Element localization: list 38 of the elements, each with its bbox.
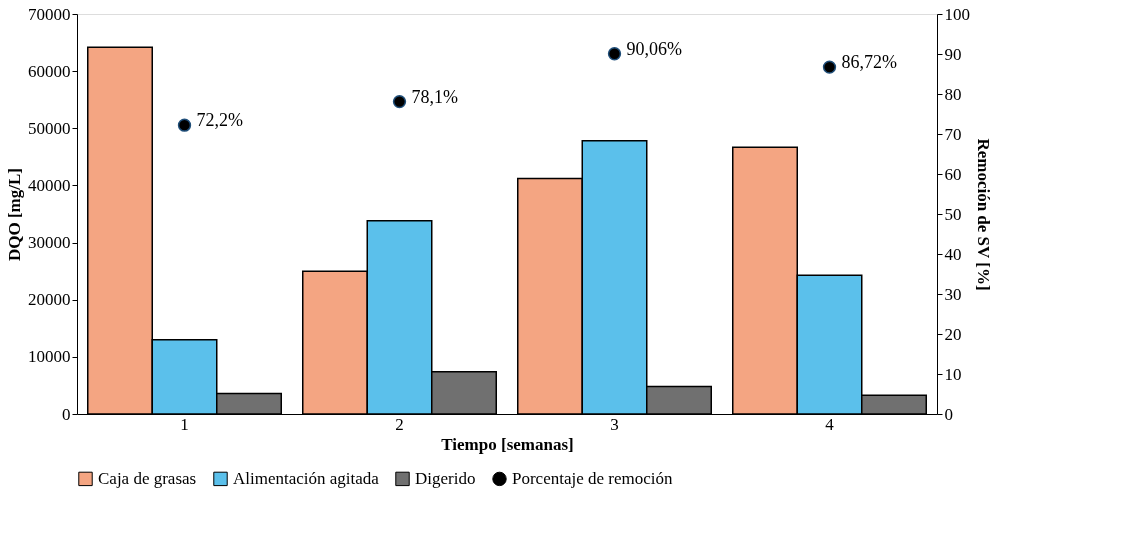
- point: [392, 94, 407, 109]
- y-tick-label: 50000: [28, 118, 71, 138]
- y-tick-label: 0: [62, 404, 71, 424]
- y2-tick-label: 40: [944, 244, 962, 264]
- data-label: 78,1%: [411, 86, 458, 107]
- y-tick-label: 70000: [28, 4, 71, 24]
- data-label: 72,2%: [196, 110, 243, 131]
- y2-tick-label: 30: [944, 284, 962, 304]
- legend-label: Porcentaje de remoción: [512, 468, 673, 488]
- data-label: 86,72%: [841, 52, 897, 73]
- y-tick-label: 60000: [28, 61, 71, 81]
- legend-label: Alimentación agitada: [233, 468, 380, 488]
- y-tick-label: 40000: [28, 175, 71, 195]
- y-tick-label: 10000: [28, 347, 71, 367]
- y-axis-title: DQO [mg/L]: [5, 167, 24, 262]
- y-tick-label: 20000: [28, 290, 71, 310]
- y2-axis-title: Remoción de SV [%]: [974, 138, 993, 291]
- point: [607, 47, 622, 61]
- point: [177, 118, 192, 132]
- x-tick-label: 2: [395, 414, 404, 434]
- y2-tick-label: 70: [944, 124, 962, 144]
- y2-tick-label: 90: [944, 44, 962, 64]
- point: [822, 60, 837, 74]
- x-axis-title: Tiempo [semanas]: [441, 434, 574, 454]
- y2-tick-label: 20: [944, 324, 962, 344]
- y2-tick-label: 10: [944, 364, 962, 384]
- y2-tick-label: 80: [944, 84, 962, 104]
- y2-tick-label: 50: [944, 204, 962, 224]
- data-label: 90,06%: [626, 38, 682, 59]
- y2-tick-label: 0: [944, 404, 953, 424]
- x-tick-label: 1: [180, 414, 189, 434]
- legend-label: Digerido: [415, 468, 476, 488]
- y2-tick-label: 60: [944, 164, 962, 184]
- x-tick-label: 3: [610, 414, 619, 434]
- x-tick-label: 4: [825, 414, 835, 434]
- y2-tick-label: 100: [944, 4, 970, 24]
- legend-label: Caja de grasas: [98, 468, 197, 488]
- y-tick-label: 30000: [28, 233, 71, 253]
